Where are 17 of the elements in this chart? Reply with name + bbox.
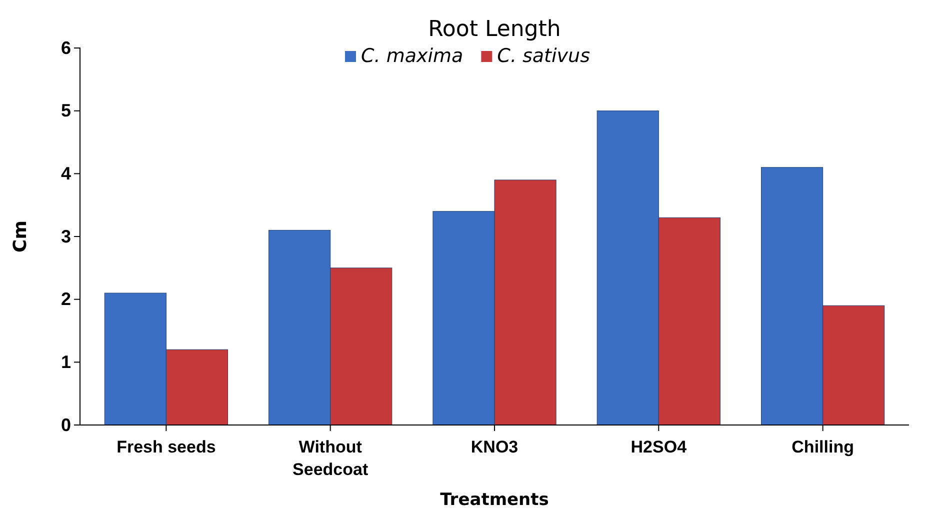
x-tick-label: Fresh seeds	[116, 438, 216, 457]
chart-title: Root Length	[428, 17, 561, 42]
x-tick-label: Chilling	[792, 438, 854, 457]
legend-label: C. sativus	[497, 45, 590, 67]
y-axis-title: Cm	[10, 220, 31, 252]
y-tick-label: 3	[60, 226, 71, 246]
x-tick-label: KNO3	[470, 438, 518, 457]
y-tick-label: 4	[60, 163, 71, 184]
y-tick-label: 5	[60, 100, 71, 121]
y-tick-label: 2	[60, 289, 71, 310]
x-tick-label: H2SO4	[630, 438, 688, 457]
x-tick-label: Without Seedcoat	[292, 438, 368, 479]
legend-label: C. maxima	[361, 45, 464, 67]
y-tick-label: 0	[60, 414, 71, 435]
y-tick-label: 1	[60, 352, 71, 372]
x-axis-title: Treatments	[440, 490, 549, 510]
y-tick-label: 6	[60, 38, 71, 58]
